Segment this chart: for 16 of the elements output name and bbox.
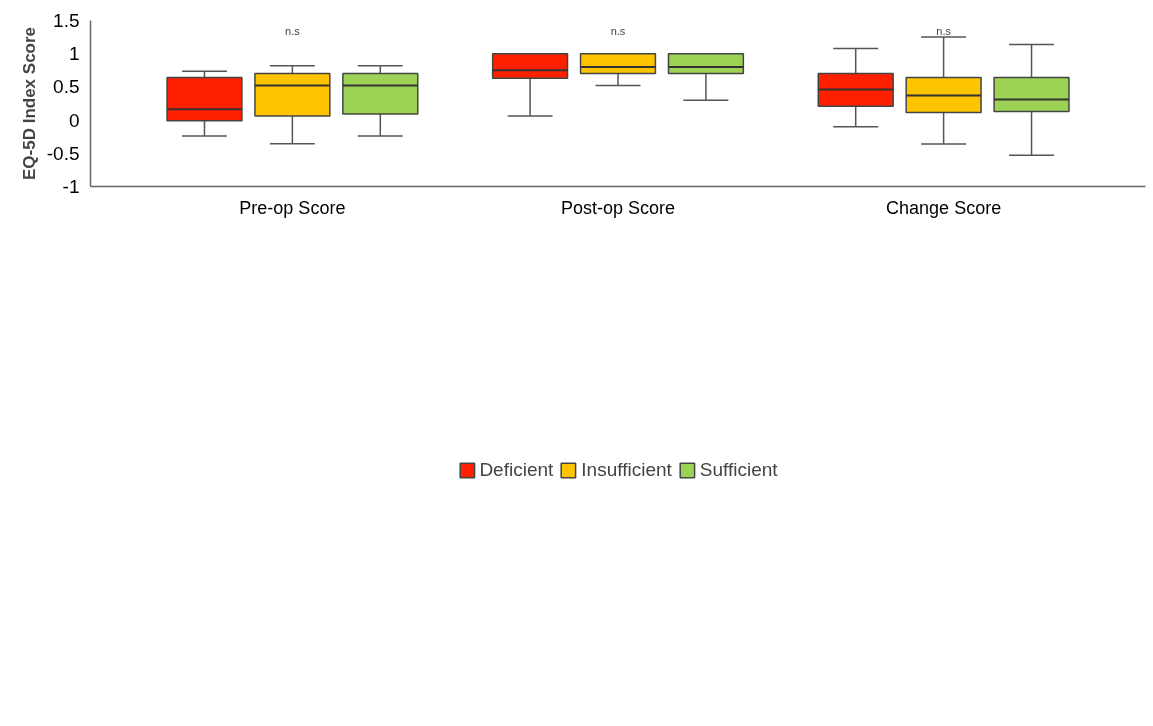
y-tick-label: 0.5: [53, 76, 80, 98]
y-axis-title: EQ-5D Index Score: [19, 26, 39, 181]
y-tick-label: 1: [68, 43, 80, 65]
y-tick-label: -1: [62, 176, 80, 197]
annotation: n.s: [285, 24, 301, 37]
y-tick-label: 1.5: [53, 10, 80, 31]
legend-label: Sufficient: [699, 459, 778, 481]
annotation: n.s: [610, 24, 626, 37]
y-tick-label: -0.5: [46, 142, 80, 164]
legend-label: Insufficient: [581, 459, 672, 481]
y-tick-label: 0: [68, 109, 80, 131]
x-tick-label: Change Score: [886, 197, 1002, 218]
annotation: n.s: [936, 24, 952, 37]
x-tick-label: Post-op Score: [560, 197, 676, 218]
legend-label: Deficient: [479, 459, 554, 481]
x-tick-label: Pre-op Score: [239, 197, 346, 218]
